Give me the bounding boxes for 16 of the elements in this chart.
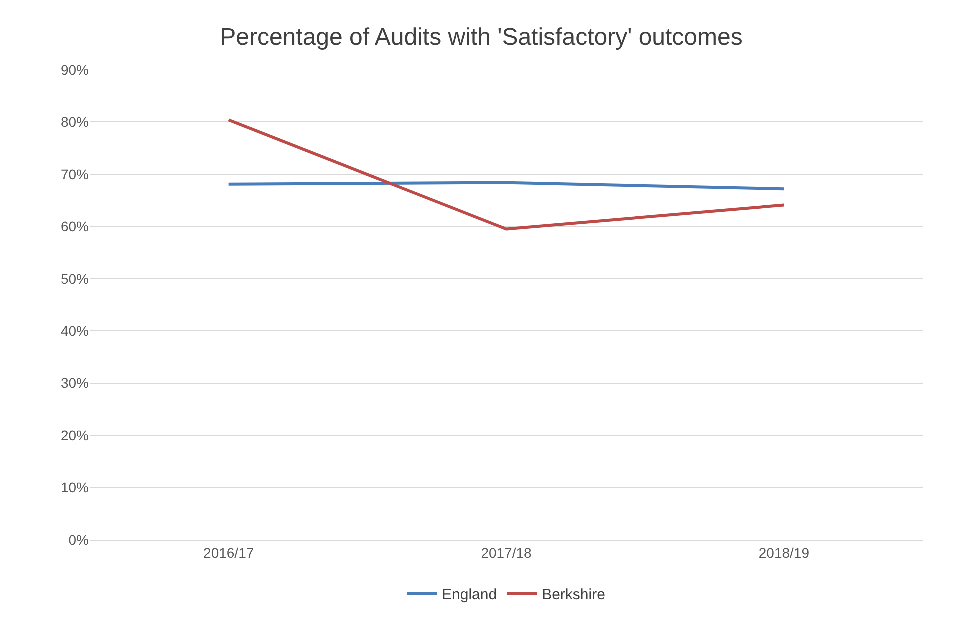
y-tick-label: 10% <box>60 480 89 496</box>
x-tick-label: 2018/19 <box>758 544 810 561</box>
y-tick-label: 80% <box>60 114 89 130</box>
y-tick-label: 70% <box>60 166 89 182</box>
y-tick-label: 90% <box>60 62 89 78</box>
x-tick-label: 2017/18 <box>481 544 532 561</box>
chart-title: Percentage of Audits with 'Satisfactory' outcomes <box>220 24 743 52</box>
y-tick-label: 30% <box>60 375 89 392</box>
y-tick-label: 0% <box>68 532 89 548</box>
y-tick-label: 20% <box>60 427 89 444</box>
y-tick-label: 60% <box>60 218 89 235</box>
y-tick-label: 50% <box>60 270 89 287</box>
x-tick-label: 2016/17 <box>204 544 254 561</box>
legend-label: Berkshire <box>542 586 606 604</box>
legend-label: England <box>442 586 498 604</box>
y-tick-label: 40% <box>60 323 89 340</box>
